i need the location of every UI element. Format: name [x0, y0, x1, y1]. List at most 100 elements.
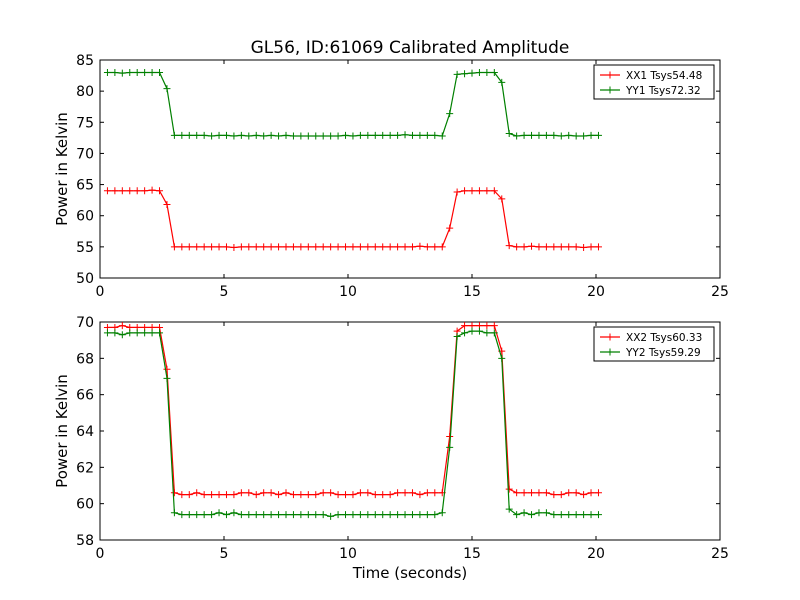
data-point	[156, 68, 164, 76]
data-point	[297, 511, 305, 519]
data-point	[423, 511, 431, 519]
data-point	[215, 243, 223, 251]
data-point	[349, 132, 357, 140]
data-point	[312, 491, 320, 499]
data-point	[118, 187, 126, 195]
data-point	[490, 322, 498, 330]
legend-box	[593, 64, 715, 100]
data-point	[386, 511, 394, 519]
data-point	[133, 68, 141, 76]
x-axis-label: Time (seconds)	[352, 564, 468, 582]
data-point	[498, 354, 506, 362]
data-point	[252, 243, 260, 251]
data-point	[401, 489, 409, 497]
data-point	[312, 132, 320, 140]
data-point	[141, 68, 149, 76]
data-point	[461, 187, 469, 195]
data-point	[594, 511, 602, 519]
data-point	[550, 511, 558, 519]
data-point	[267, 243, 275, 251]
data-point	[349, 243, 357, 251]
data-point	[594, 131, 602, 139]
data-point	[542, 509, 550, 517]
data-point	[423, 489, 431, 497]
data-point	[401, 243, 409, 251]
data-point	[461, 322, 469, 330]
data-point	[163, 201, 171, 209]
data-point	[304, 132, 312, 140]
data-point	[386, 243, 394, 251]
data-point	[379, 491, 387, 499]
x-tick-label: 15	[463, 284, 481, 300]
data-point	[535, 131, 543, 139]
data-point	[312, 243, 320, 251]
x-tick-label: 10	[339, 546, 357, 562]
data-point	[156, 187, 164, 195]
y-tick-label: 85	[76, 53, 94, 69]
data-point	[408, 511, 416, 519]
y-tick-label: 64	[76, 424, 94, 440]
data-point	[528, 242, 536, 250]
data-point	[260, 511, 268, 519]
data-point	[200, 131, 208, 139]
data-point	[133, 329, 141, 337]
x-tick-label: 5	[220, 284, 229, 300]
data-point	[178, 243, 186, 251]
legend-label: XX1 Tsys54.48	[626, 70, 702, 82]
data-point	[416, 131, 424, 139]
data-point	[520, 243, 528, 251]
data-point	[245, 132, 253, 140]
data-point	[111, 187, 119, 195]
legend-marker	[606, 333, 614, 341]
data-point	[282, 511, 290, 519]
data-point	[148, 186, 156, 194]
data-point	[431, 131, 439, 139]
data-point	[289, 243, 297, 251]
data-point	[461, 70, 469, 78]
data-point	[237, 131, 245, 139]
data-point	[349, 491, 357, 499]
data-point	[230, 509, 238, 517]
data-point	[230, 491, 238, 499]
x-tick-label: 5	[220, 546, 229, 562]
data-point	[371, 131, 379, 139]
data-point	[222, 243, 230, 251]
data-point	[163, 85, 171, 93]
data-point	[431, 489, 439, 497]
data-point	[163, 365, 171, 373]
data-point	[535, 243, 543, 251]
data-point	[356, 243, 364, 251]
data-point	[148, 68, 156, 76]
data-point	[304, 511, 312, 519]
data-point	[513, 489, 521, 497]
data-point	[267, 489, 275, 497]
y-tick-label: 58	[76, 533, 94, 549]
data-point	[394, 511, 402, 519]
data-point	[208, 243, 216, 251]
top-panel: 0 5 10 15 20 25 50 55 60 65 70 75 80 85 Power in Kelvi…	[53, 53, 729, 300]
data-point	[356, 511, 364, 519]
data-point	[498, 78, 506, 86]
data-point	[438, 509, 446, 517]
data-point	[483, 68, 491, 76]
data-point	[498, 195, 506, 203]
data-point	[468, 187, 476, 195]
data-point	[252, 511, 260, 519]
data-point	[297, 243, 305, 251]
data-point	[550, 491, 558, 499]
data-point	[594, 489, 602, 497]
x-tick-label: 20	[587, 284, 605, 300]
data-point	[468, 327, 476, 335]
x-tick-label: 0	[96, 284, 105, 300]
data-point	[386, 491, 394, 499]
data-point	[185, 243, 193, 251]
data-point	[275, 243, 283, 251]
data-point	[505, 485, 513, 493]
data-point	[118, 322, 126, 330]
data-point	[490, 187, 498, 195]
data-point	[535, 489, 543, 497]
data-point	[133, 187, 141, 195]
data-point	[408, 489, 416, 497]
legend-marker	[606, 86, 614, 94]
data-point	[260, 489, 268, 497]
